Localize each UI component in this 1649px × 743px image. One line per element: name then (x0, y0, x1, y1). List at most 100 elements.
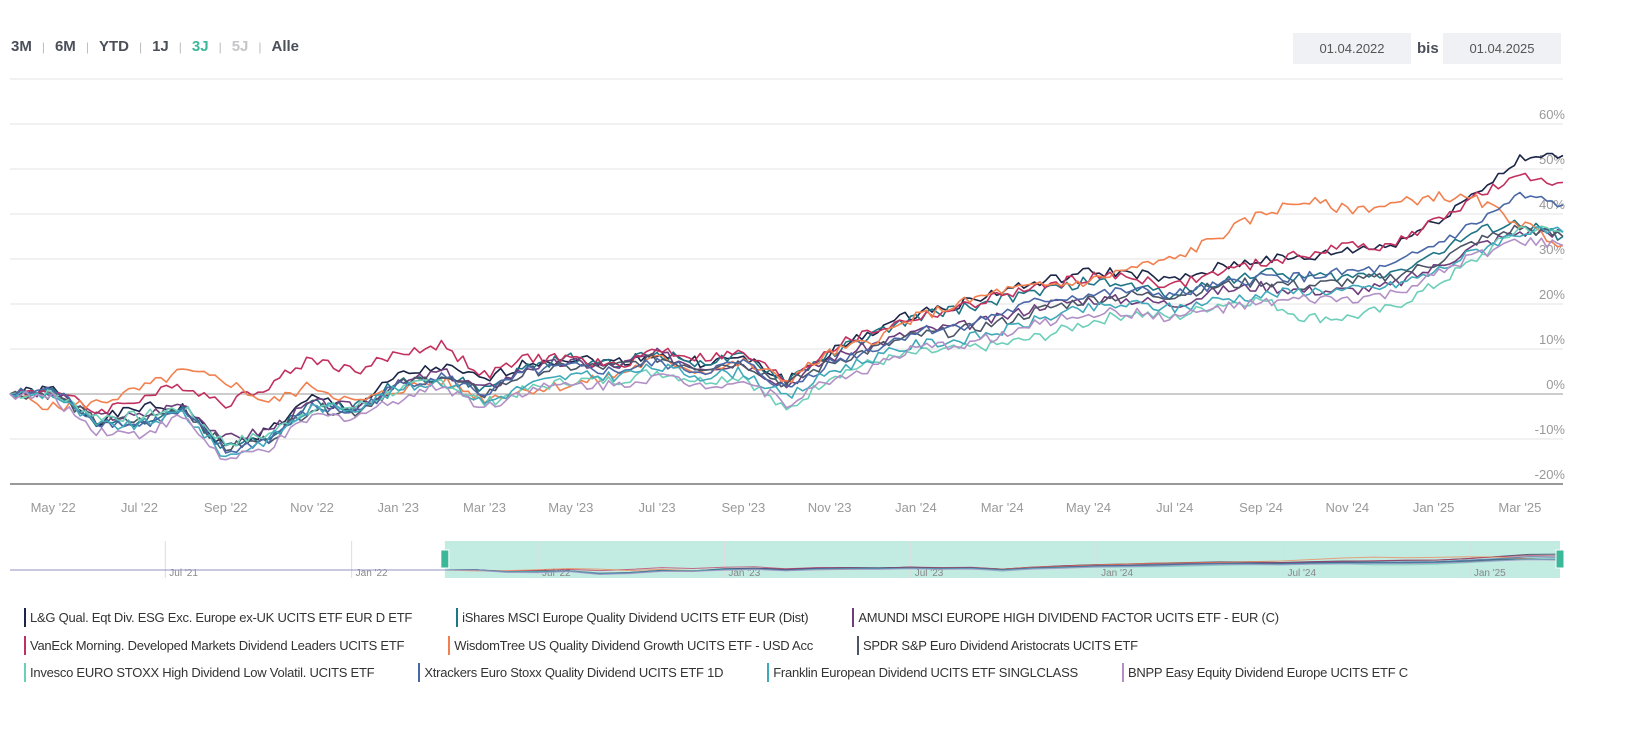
x-tick-label: Jul '22 (121, 500, 158, 515)
x-tick-label: Jan '24 (895, 500, 937, 515)
range-button-ytd[interactable]: YTD (98, 38, 129, 55)
legend-color-marker (24, 635, 26, 655)
legend-label: L&G Qual. Eqt Div. ESG Exc. Europe ex-UK… (30, 610, 413, 626)
range-separator: | (218, 39, 222, 54)
x-tick-label: Sep '23 (722, 500, 766, 515)
legend-item[interactable]: BNPP Easy Equity Dividend Europe UCITS E… (1121, 663, 1408, 683)
series-line (9, 228, 1564, 440)
x-tick-label: May '23 (548, 500, 593, 515)
legend-label: AMUNDI MSCI EUROPE HIGH DIVIDEND FACTOR … (858, 610, 1279, 626)
legend-row: Invesco EURO STOXX High Dividend Low Vol… (24, 659, 1452, 687)
navigator-handle-right[interactable] (1555, 549, 1565, 569)
y-tick-label: 60% (1539, 107, 1565, 122)
navigator-tick-label: Jan '24 (1101, 568, 1133, 579)
x-tick-label: Nov '22 (290, 500, 334, 515)
legend: L&G Qual. Eqt Div. ESG Exc. Europe ex-UK… (24, 604, 1452, 687)
x-tick-label: Jul '23 (638, 500, 675, 515)
x-tick-label: May '22 (31, 500, 76, 515)
x-tick-label: Mar '23 (463, 500, 506, 515)
navigator-series-line (10, 559, 1561, 576)
legend-label: WisdomTree US Quality Dividend Growth UC… (454, 637, 813, 653)
y-tick-label: 20% (1539, 287, 1565, 302)
y-tick-label: -10% (1535, 422, 1566, 437)
date-from-input[interactable]: 01.04.2022 (1293, 33, 1411, 64)
x-tick-label: Nov '23 (808, 500, 852, 515)
legend-label: Xtrackers Euro Stoxx Quality Dividend UC… (424, 665, 724, 681)
navigator: Jul '21 Jan '22 Jul '22 Jan '23 Jul '23 Jan '… (10, 541, 1565, 579)
x-tick-label: Sep '22 (204, 500, 248, 515)
legend-item[interactable]: L&G Qual. Eqt Div. ESG Exc. Europe ex-UK… (24, 608, 413, 628)
legend-color-marker (767, 663, 770, 683)
legend-color-marker (448, 635, 451, 655)
x-tick-label: Sep '24 (1239, 500, 1283, 515)
series-line (9, 191, 1564, 412)
y-tick-label: 40% (1539, 197, 1565, 212)
navigator-tick-label: Jan '25 (1474, 568, 1506, 579)
legend-label: BNPP Easy Equity Dividend Europe UCITS E… (1127, 665, 1408, 681)
navigator-tick-label: Jul '24 (1287, 568, 1316, 579)
legend-color-marker (456, 608, 459, 628)
y-tick-label: -20% (1535, 467, 1566, 482)
range-separator: | (258, 39, 262, 54)
navigator-selection (444, 541, 1561, 578)
range-separator: | (41, 39, 45, 54)
x-tick-label: Mar '25 (1498, 500, 1541, 515)
line-chart: 60%50%40%30%20%10%0%-10%-20%May '22 Jul '… (9, 78, 1566, 579)
legend-label: VanEck Morning. Developed Markets Divide… (30, 637, 405, 653)
range-button-alle[interactable]: Alle (271, 38, 300, 55)
date-to-input[interactable]: 01.04.2025 (1443, 33, 1561, 64)
legend-item[interactable]: AMUNDI MSCI EUROPE HIGH DIVIDEND FACTOR … (852, 608, 1279, 628)
x-tick-label: Mar '24 (981, 500, 1024, 515)
series-line (9, 152, 1564, 447)
legend-label: Franklin European Dividend UCITS ETF SIN… (773, 665, 1078, 681)
series-line (9, 225, 1564, 447)
navigator-tick-label: Jul '23 (915, 568, 944, 579)
navigator-tick-label: Jul '22 (542, 568, 571, 579)
navigator-tick-label: Jan '22 (356, 568, 388, 579)
legend-item[interactable]: iShares MSCI Europe Quality Dividend UCI… (456, 608, 809, 628)
range-button-5j: 5J (231, 38, 249, 55)
date-separator: bis (1417, 40, 1439, 57)
legend-item[interactable]: SPDR S&P Euro Dividend Aristocrats UCITS… (856, 635, 1138, 655)
x-tick-label: Jul '24 (1156, 500, 1193, 515)
series-line (9, 237, 1564, 461)
legend-item[interactable]: VanEck Morning. Developed Markets Divide… (24, 635, 405, 655)
legend-item[interactable]: Invesco EURO STOXX High Dividend Low Vol… (24, 663, 375, 683)
range-button-3m[interactable]: 3M (11, 38, 32, 55)
legend-row: VanEck Morning. Developed Markets Divide… (24, 632, 1452, 660)
legend-item[interactable]: WisdomTree US Quality Dividend Growth UC… (448, 635, 813, 655)
x-tick-label: May '24 (1066, 500, 1111, 515)
range-button-1j[interactable]: 1J (152, 38, 169, 55)
legend-label: SPDR S&P Euro Dividend Aristocrats UCITS… (862, 637, 1138, 653)
x-tick-label: Jan '23 (377, 500, 419, 515)
y-tick-label: 0% (1546, 377, 1565, 392)
legend-color-marker (856, 635, 859, 655)
range-separator: | (138, 39, 143, 54)
navigator-tick-label: Jul '21 (169, 568, 198, 579)
legend-color-marker (24, 663, 26, 683)
y-tick-label: 50% (1539, 152, 1565, 167)
range-separator: | (85, 39, 89, 54)
range-button-6m[interactable]: 6M (54, 38, 76, 55)
series-line (9, 226, 1564, 458)
range-button-3j[interactable]: 3J (191, 38, 209, 55)
series-line (9, 172, 1564, 415)
series-line (9, 191, 1564, 454)
legend-color-marker (852, 608, 855, 628)
range-selector: 3M | 6M | YTD | 1J | 3J | 5J | Alle (11, 38, 299, 55)
x-tick-label: Nov '24 (1325, 500, 1369, 515)
navigator-series-line (10, 555, 1561, 572)
navigator-tick-label: Jan '23 (728, 568, 760, 579)
legend-color-marker (1121, 663, 1124, 683)
legend-label: Invesco EURO STOXX High Dividend Low Vol… (30, 665, 375, 681)
legend-row: L&G Qual. Eqt Div. ESG Exc. Europe ex-UK… (24, 604, 1452, 632)
navigator-handle-left[interactable] (440, 549, 450, 569)
legend-color-marker (418, 663, 421, 683)
legend-label: iShares MSCI Europe Quality Dividend UCI… (462, 610, 809, 626)
y-tick-label: 10% (1539, 332, 1565, 347)
range-separator: | (178, 39, 182, 54)
legend-item[interactable]: Franklin European Dividend UCITS ETF SIN… (767, 663, 1078, 683)
legend-color-marker (24, 608, 26, 628)
legend-item[interactable]: Xtrackers Euro Stoxx Quality Dividend UC… (418, 663, 724, 683)
